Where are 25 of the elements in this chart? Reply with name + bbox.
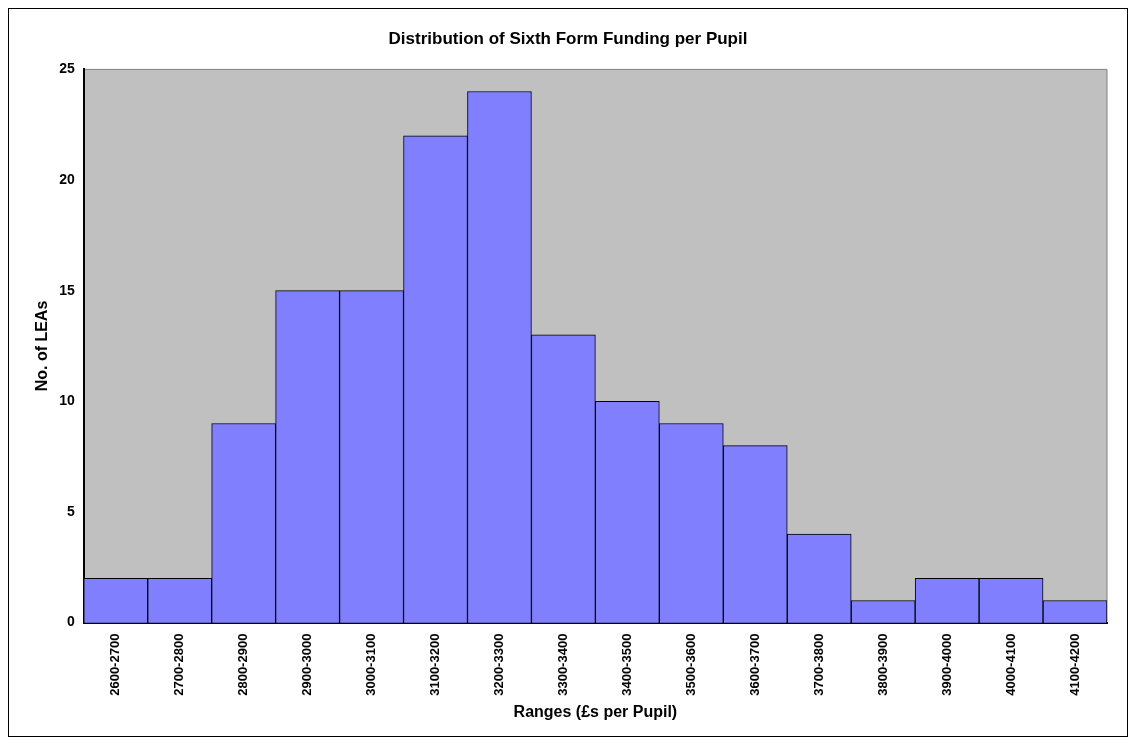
- x-tick-label: 3600-3700: [746, 633, 762, 696]
- x-tick-label: 3800-3900: [874, 633, 890, 696]
- x-tick-label: 4100-4200: [1066, 633, 1082, 696]
- x-tick-label: 2900-3000: [299, 633, 315, 696]
- x-tick-label: 4000-4100: [1002, 633, 1018, 696]
- y-tick-label: 10: [59, 392, 75, 409]
- y-tick-label: 25: [59, 60, 75, 77]
- x-tick-label: 2600-2700: [107, 633, 123, 696]
- x-tick-label: 2700-2800: [171, 633, 187, 696]
- x-tick-label: 3700-3800: [810, 633, 826, 696]
- x-tick-label: 3500-3600: [682, 633, 698, 696]
- x-tick-label: 3200-3300: [491, 633, 507, 696]
- x-tick-label: 3100-3200: [427, 633, 443, 696]
- x-tick-label: 3900-4000: [938, 633, 954, 696]
- x-tick-label: 3000-3100: [363, 633, 379, 696]
- y-tick-label: 20: [59, 170, 75, 187]
- x-tick-label: 3400-3500: [618, 633, 634, 696]
- x-tick-label: 2800-2900: [235, 633, 251, 696]
- y-tick-label: 0: [66, 613, 75, 630]
- y-tick-label: 15: [59, 281, 75, 298]
- x-axis-title: Ranges (£s per Pupil): [513, 702, 678, 720]
- chart-title: Distribution of Sixth Form Funding per Pupil: [388, 28, 748, 48]
- x-tick-label: 3300-3400: [554, 633, 570, 696]
- y-axis-title: No. of LEAs: [33, 300, 51, 392]
- y-tick-label: 5: [66, 502, 75, 519]
